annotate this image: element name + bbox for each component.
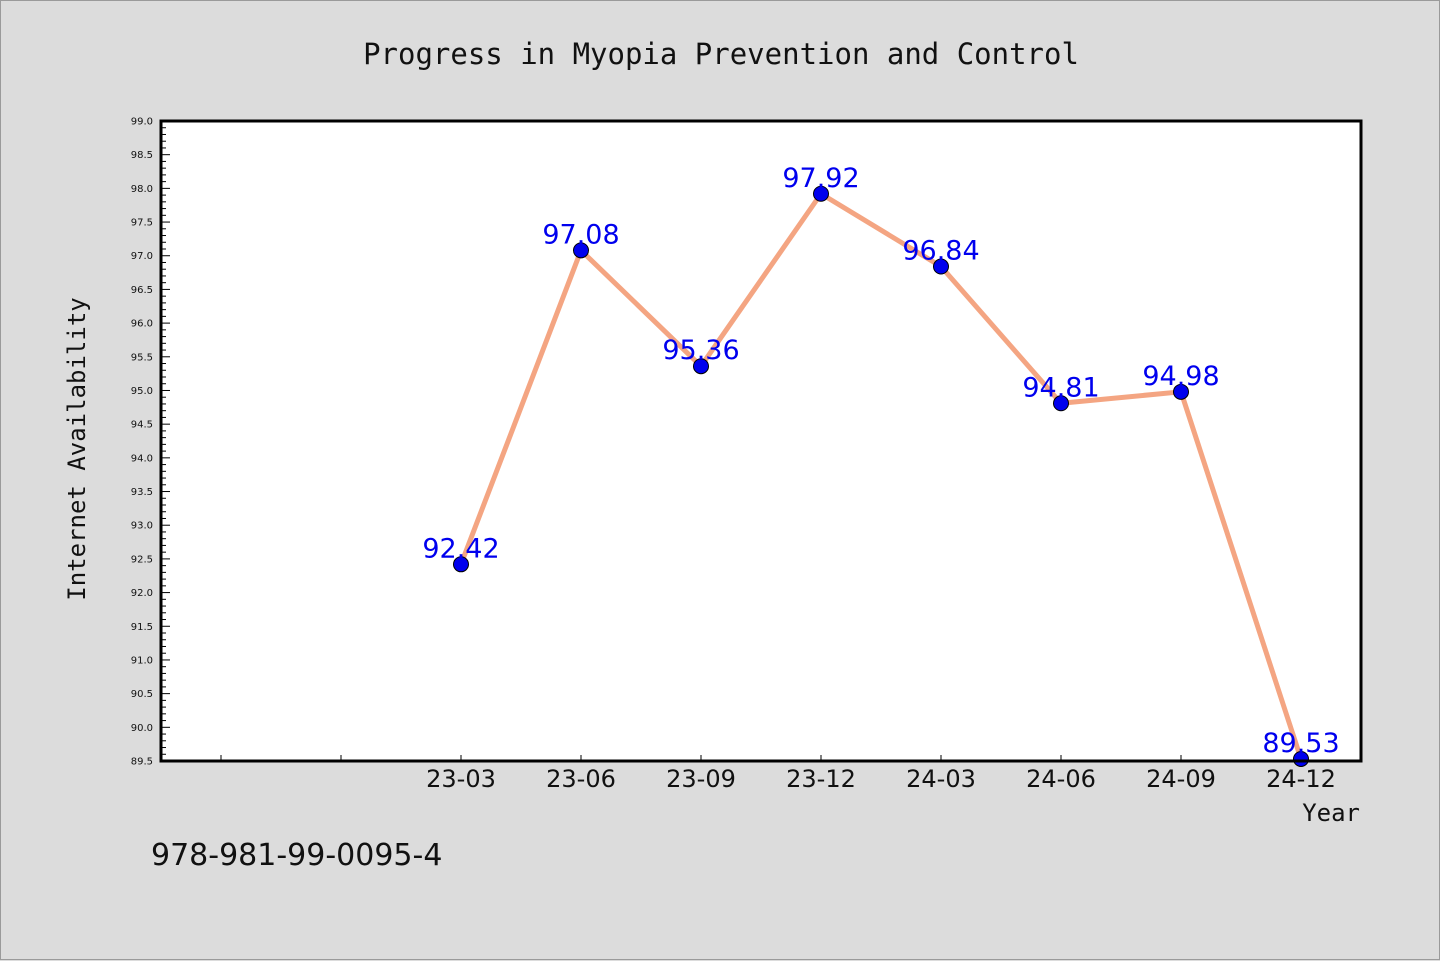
plot-area [161, 121, 1361, 761]
series-lines [458, 191, 1304, 760]
x-axis: 23-03 23-06 23-09 23-12 24-03 24-06 24-09 24-12 [220, 755, 1336, 793]
y-tick-label: 99.0 [131, 117, 153, 128]
x-tick-label: 23-09 [666, 765, 736, 793]
data-point [453, 556, 469, 573]
data-label: 96.84 [902, 236, 979, 267]
y-tick-label: 98.5 [131, 150, 153, 161]
data-label: 95.36 [662, 335, 739, 366]
y-tick-label: 93.0 [131, 521, 153, 532]
y-tick-label: 92.0 [131, 588, 153, 599]
x-tick-label: 24-12 [1266, 765, 1336, 793]
y-tick-label: 98.0 [131, 184, 153, 195]
x-axis-title: Year [1302, 799, 1360, 827]
y-tick-label: 95.0 [131, 386, 153, 397]
data-label: 94.81 [1022, 372, 1099, 403]
series-line [458, 191, 1304, 760]
data-label: 89.53 [1262, 728, 1339, 759]
y-axis-title: Internet Availability [63, 297, 91, 600]
y-tick-label: 94.5 [131, 420, 153, 431]
data-label: 94.98 [1142, 361, 1219, 392]
y-tick-label: 96.0 [131, 319, 153, 330]
data-point [1293, 750, 1309, 767]
data-point [693, 358, 709, 375]
x-tick-label: 23-03 [426, 765, 496, 793]
data-label: 97.08 [542, 219, 619, 250]
data-label: 92.42 [422, 533, 499, 564]
x-tick-label: 24-09 [1146, 765, 1216, 793]
y-tick-label: 96.5 [131, 285, 153, 296]
x-tick-label: 23-06 [546, 765, 616, 793]
y-tick-label: 97.5 [131, 218, 153, 229]
chart-title: Progress in Myopia Prevention and Contro… [363, 37, 1079, 71]
y-tick-label: 91.5 [131, 622, 153, 633]
data-label: 97.92 [782, 163, 859, 194]
data-point [1053, 395, 1069, 412]
y-tick-label: 90.5 [131, 689, 153, 700]
data-point [813, 185, 829, 202]
data-point [1173, 383, 1189, 400]
y-tick-label: 90.0 [131, 723, 153, 734]
data-labels: 92.42 97.08 95.36 97.92 96.84 94.81 94.98 89.53 [422, 163, 1339, 759]
y-tick-label: 92.5 [131, 554, 153, 565]
y-tick-label: 97.0 [131, 251, 153, 262]
y-tick-label: 95.5 [131, 352, 153, 363]
y-tick-label: 93.5 [131, 487, 153, 498]
y-tick-label: 91.0 [131, 655, 153, 666]
data-point [573, 242, 589, 259]
data-point [933, 258, 949, 275]
plot-frame [159, 119, 1363, 763]
x-tick-label: 23-12 [786, 765, 856, 793]
y-tick-label: 89.5 [131, 757, 153, 768]
data-markers [453, 185, 1309, 767]
isbn-label: 978-981-99-0095-4 [151, 838, 442, 873]
x-tick-label: 24-06 [1026, 765, 1096, 793]
x-tick-label: 24-03 [906, 765, 976, 793]
y-tick-label: 94.0 [131, 453, 153, 464]
